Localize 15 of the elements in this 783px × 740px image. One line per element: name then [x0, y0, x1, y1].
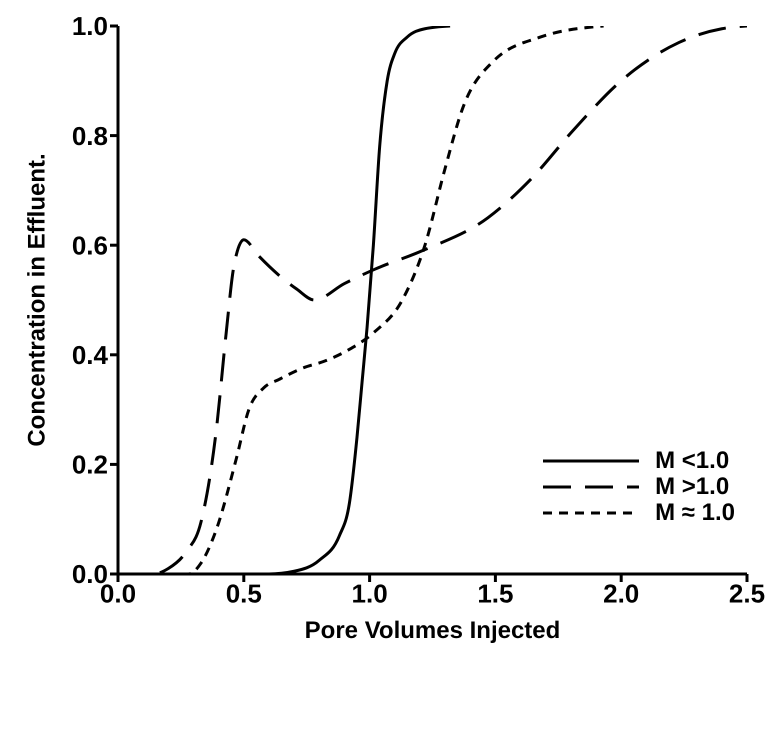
legend-label: M <1.0	[655, 447, 730, 474]
legend-label: M >1.0	[655, 473, 730, 500]
y-tick-label: 0.6	[72, 230, 108, 260]
x-tick-label: 0.5	[226, 578, 262, 608]
x-tick-label: 2.5	[728, 578, 766, 608]
x-tick-label: 1.5	[477, 578, 514, 608]
x-tick-label: 2.0	[603, 578, 640, 608]
x-axis-title: Pore Volumes Injected	[304, 617, 560, 644]
y-tick-label: 0.8	[72, 120, 108, 151]
y-tick-label: 0.4	[72, 340, 109, 370]
y-tick-label: 1.0	[72, 11, 108, 42]
y-axis-title: Concentration in Effluent.	[24, 153, 51, 447]
legend-label: M ≈ 1.0	[655, 499, 735, 526]
y-tick-label: 0.2	[72, 450, 108, 480]
x-tick-label: 1.0	[352, 578, 388, 608]
